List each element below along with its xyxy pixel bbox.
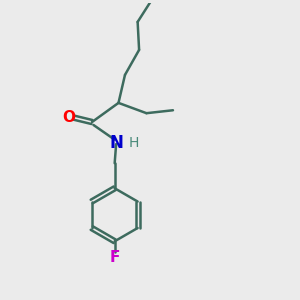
Text: N: N: [109, 134, 123, 152]
Text: F: F: [110, 250, 120, 265]
Text: O: O: [62, 110, 75, 125]
Text: H: H: [129, 136, 139, 150]
